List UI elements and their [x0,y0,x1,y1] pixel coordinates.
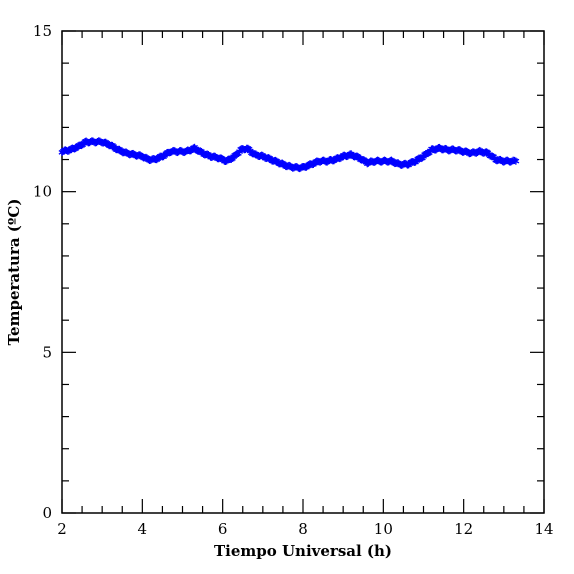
x-tick-label: 2 [57,520,67,538]
y-tick-label: 0 [42,504,52,522]
axis-ticks [61,30,545,514]
data-point [512,157,520,165]
x-tick-label: 8 [298,520,308,538]
x-tick-label: 4 [138,520,148,538]
x-tick-labels: 2 4 6 8 10 12 14 [57,520,553,538]
y-axis-title: Temperatura (ºC) [5,199,23,346]
x-axis-title: Tiempo Universal (h) [214,542,392,560]
data-points [58,137,520,173]
x-tick-label: 12 [454,520,473,538]
y-tick-labels: 0 5 10 15 [33,22,52,522]
y-tick-label: 15 [33,22,52,40]
plot-frame [61,30,545,514]
y-tick-label: 5 [42,343,52,361]
x-tick-label: 14 [534,520,553,538]
x-tick-label: 10 [374,520,393,538]
y-tick-label: 10 [33,183,52,201]
x-tick-label: 6 [218,520,228,538]
